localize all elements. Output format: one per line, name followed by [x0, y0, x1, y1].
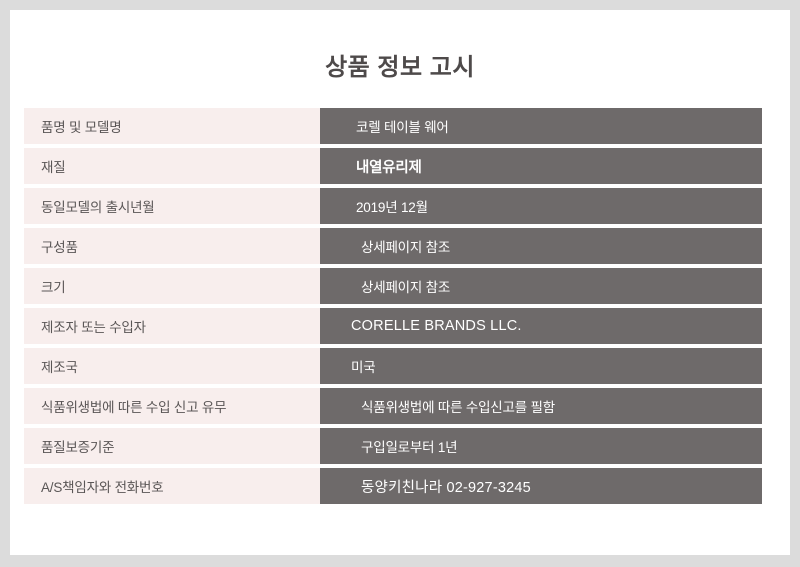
- spec-label: 식품위생법에 따른 수입 신고 유무: [24, 388, 315, 424]
- spec-value: 2019년 12월: [320, 188, 762, 224]
- column-gap: [315, 308, 320, 344]
- table-row: 제조국 미국: [24, 348, 776, 384]
- table-row: 동일모델의 출시년월 2019년 12월: [24, 188, 776, 224]
- column-gap: [315, 108, 320, 144]
- product-info-card: 상품 정보 고시 품명 및 모델명 코렐 테이블 웨어 재질 내열유리제 동일모…: [10, 10, 790, 555]
- column-gap: [315, 188, 320, 224]
- spec-value: CORELLE BRANDS LLC.: [320, 308, 762, 344]
- column-gap: [315, 148, 320, 184]
- spec-value: 식품위생법에 따른 수입신고를 필함: [320, 388, 762, 424]
- spec-value: 구입일로부터 1년: [320, 428, 762, 464]
- column-gap: [315, 268, 320, 304]
- spec-value: 동양키친나라 02-927-3245: [320, 468, 762, 504]
- spec-label: 크기: [24, 268, 315, 304]
- spec-label: 제조국: [24, 348, 315, 384]
- table-row: 식품위생법에 따른 수입 신고 유무 식품위생법에 따른 수입신고를 필함: [24, 388, 776, 424]
- spec-label: 동일모델의 출시년월: [24, 188, 315, 224]
- column-gap: [315, 348, 320, 384]
- spec-value: 상세페이지 참조: [320, 228, 762, 264]
- spec-value: 내열유리제: [320, 148, 762, 184]
- page-title: 상품 정보 고시: [325, 54, 475, 81]
- spec-label: 제조자 또는 수입자: [24, 308, 315, 344]
- column-gap: [315, 228, 320, 264]
- column-gap: [315, 388, 320, 424]
- column-gap: [315, 428, 320, 464]
- spec-value: 미국: [320, 348, 762, 384]
- table-row: 품명 및 모델명 코렐 테이블 웨어: [24, 108, 776, 144]
- spec-value: 상세페이지 참조: [320, 268, 762, 304]
- table-row: 크기 상세페이지 참조: [24, 268, 776, 304]
- spec-label: 품질보증기준: [24, 428, 315, 464]
- spec-label: 구성품: [24, 228, 315, 264]
- spec-label: 품명 및 모델명: [24, 108, 315, 144]
- spec-value: 코렐 테이블 웨어: [320, 108, 762, 144]
- product-spec-table: 품명 및 모델명 코렐 테이블 웨어 재질 내열유리제 동일모델의 출시년월 2…: [24, 108, 776, 508]
- table-row: A/S책임자와 전화번호 동양키친나라 02-927-3245: [24, 468, 776, 504]
- table-row: 재질 내열유리제: [24, 148, 776, 184]
- table-row: 품질보증기준 구입일로부터 1년: [24, 428, 776, 464]
- table-row: 구성품 상세페이지 참조: [24, 228, 776, 264]
- table-row: 제조자 또는 수입자 CORELLE BRANDS LLC.: [24, 308, 776, 344]
- column-gap: [315, 468, 320, 504]
- spec-label: 재질: [24, 148, 315, 184]
- spec-label: A/S책임자와 전화번호: [24, 468, 315, 504]
